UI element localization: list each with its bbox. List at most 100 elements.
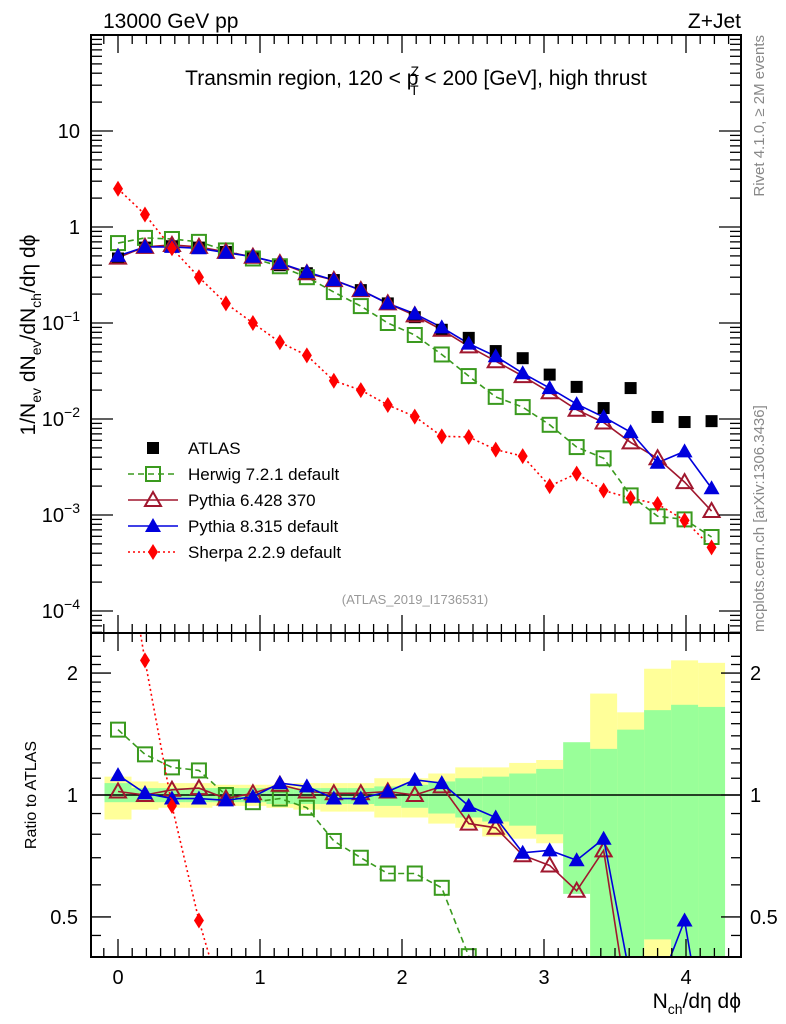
data-point [514,365,531,380]
data-point [705,415,718,428]
side-label-rivet: Rivet 4.1.0, ≥ 2M events [751,35,768,197]
data-point [652,496,663,513]
data-point [190,240,207,255]
data-point [379,295,396,310]
ratio-point [459,813,479,831]
header-left: 13000 GeV pp [103,10,238,33]
data-point [166,240,177,257]
ratio-point [271,775,288,790]
ratio-point [190,790,207,805]
data-point [674,472,695,490]
ratio-point [539,855,560,873]
ratio-point [325,790,342,805]
data-point [460,368,477,385]
axes: 0 1 2 3 4 10−4 10−3 10−2 10−1 1 10 0.5 0.5 1 1 2 2 [42,34,778,989]
ratio-point [516,994,530,1008]
ratio-point [623,1017,639,1024]
ratio-point [352,790,369,805]
ratio-point [460,797,477,812]
ratio-band-inner [536,768,564,835]
ratio-point [379,865,396,882]
y-tick-label: 1 [69,217,80,239]
data-point [595,408,612,423]
series-line [117,188,713,548]
ratio-point [110,767,126,782]
ratio-point [514,844,531,859]
data-point [701,501,722,519]
ratio-point [485,817,506,835]
ratio-band-inner [644,710,672,940]
ratio-y-tick-label: 0.5 [50,907,78,929]
data-point [274,334,285,351]
ratio-y-tick-label-right: 2 [750,663,761,685]
plot-title: Transmin region, 120 < pZ T < 200 [GeV], … [185,63,647,98]
data-point [433,319,450,334]
legend-label: Pythia 6.428 370 [188,491,316,510]
ratio-point [489,983,503,997]
ratio-point [406,865,423,882]
data-point [571,465,582,482]
ratio-point [325,832,342,849]
data-point [597,402,610,415]
data-point [514,399,531,416]
ratio-band-inner [563,742,591,894]
data-point [516,352,529,365]
data-point [301,347,312,364]
y-tick-label: 10−3 [42,500,80,527]
ratio-point [487,809,504,824]
data-point [460,335,477,350]
ratio-point [650,962,666,976]
x-tick-label: 1 [254,967,265,989]
data-point [271,255,288,270]
ratio-point [221,1005,231,1021]
data-point [463,428,474,445]
ratio-y-tick-label-right: 0.5 [750,907,778,929]
ratio-point [190,762,207,779]
data-point [352,282,369,297]
y-axis-label: 1/Nev dNev/dNch/dη dϕ [17,235,44,436]
legend-item: Sherpa 2.2.9 default [128,543,341,562]
legend-label: ATLAS [188,439,241,458]
ratio-point [244,788,261,803]
ratio-y-tick-label: 2 [67,663,78,685]
ratio-point [541,842,558,857]
data-point [406,326,423,343]
data-point [543,368,556,381]
data-point [436,428,447,445]
data-point [409,408,420,425]
data-point [244,248,261,263]
y-tick-label: 10−4 [42,596,80,623]
y-tick-label: 10−2 [42,404,80,431]
data-point [622,424,639,439]
ratio-point [433,775,450,790]
legend-label: Sherpa 2.2.9 default [188,543,341,562]
x-tick-label: 4 [680,967,691,989]
plot-title-sup: Z [410,63,419,79]
data-point [355,382,366,399]
data-point [217,244,234,259]
legend-item: ATLAS [147,439,241,458]
data-point [220,295,231,312]
data-point [703,480,720,495]
data-point [595,450,612,467]
ratio-point [623,972,639,986]
ratio-point [113,494,123,510]
ratio-point [217,792,234,807]
ratio-point [406,771,423,786]
ratio-point [298,799,315,816]
data-point [544,478,555,495]
ratio-band-inner [698,706,726,957]
analysis-id: (ATLAS_2019_I1736531) [342,592,488,607]
ratio-point [166,797,177,814]
ratio-point [405,784,425,802]
plot-title-sub: T [410,82,419,98]
legend-item: Pythia 8.315 default [128,517,339,536]
data-point [568,396,585,411]
data-point [706,539,717,556]
ratio-point [543,1000,557,1014]
ratio-point [193,912,204,929]
data-point [193,269,204,286]
x-tick-label: 2 [396,967,407,989]
ratio-band-inner [401,784,429,808]
